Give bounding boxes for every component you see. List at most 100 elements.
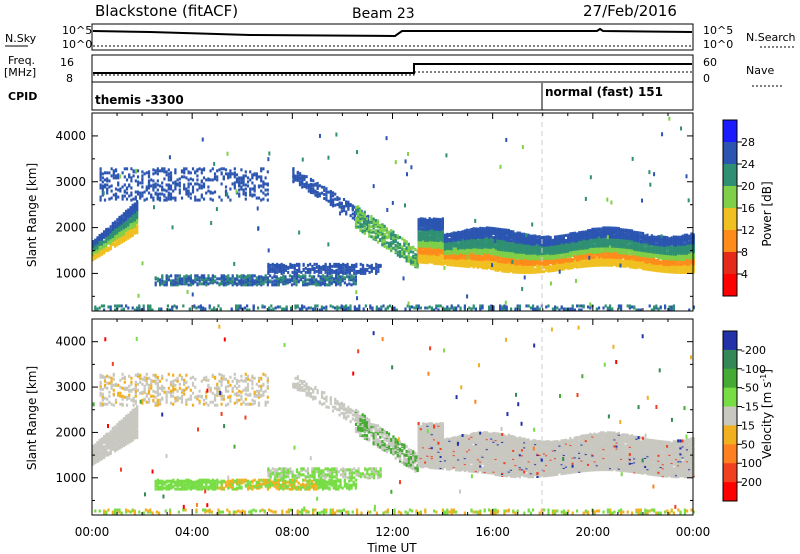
heatmap-cell [531, 236, 535, 240]
heatmap-cell [224, 185, 228, 189]
heatmap-cell [240, 274, 243, 278]
heatmap-cell [463, 233, 466, 237]
heatmap-cell [196, 174, 199, 178]
heatmap-cell [509, 263, 513, 267]
heatmap-cell [262, 280, 265, 284]
heatmap-cell [333, 262, 336, 266]
heatmap-cell [545, 254, 548, 258]
heatmap-cell [183, 171, 186, 175]
heatmap-cell [476, 263, 480, 267]
heatmap-cell [110, 167, 113, 171]
heatmap-cell [218, 277, 221, 281]
heatmap-cell [450, 261, 453, 265]
heatmap-cell [174, 168, 177, 172]
heatmap-cell [315, 269, 318, 273]
heatmap-cell [187, 170, 190, 174]
heatmap-cell [242, 176, 245, 180]
heatmap-cell [292, 173, 295, 177]
heatmap-cell [376, 240, 380, 244]
heatmap-cell [421, 251, 425, 255]
heatmap-cell [571, 231, 574, 235]
heatmap-cell [342, 205, 346, 209]
heatmap-cell [496, 233, 499, 237]
heatmap-cell [167, 193, 170, 197]
heatmap-cell [487, 226, 491, 230]
heatmap-cell [92, 240, 95, 244]
heatmap-cell [370, 263, 373, 267]
heatmap-cell [335, 276, 338, 280]
heatmap-cell [492, 232, 495, 236]
heatmap-cell [225, 277, 228, 281]
heatmap-cell [569, 258, 572, 262]
heatmap-cell [194, 280, 197, 284]
heatmap-cell [302, 262, 305, 266]
heatmap-cell [558, 234, 561, 238]
heatmap-cell [351, 212, 354, 216]
heatmap-cell [394, 234, 397, 238]
heatmap-cell [266, 198, 269, 202]
heatmap-cell [479, 251, 482, 255]
heatmap-cell [326, 268, 329, 272]
heatmap-cell [593, 243, 596, 247]
heatmap-cell [298, 172, 302, 176]
heatmap-cell [267, 264, 270, 268]
heatmap-cell [370, 225, 373, 229]
heatmap-cell [584, 259, 587, 263]
heatmap-cell [207, 276, 210, 280]
nsky-tick-hi: 10^5 [62, 24, 92, 37]
heatmap-cell [595, 238, 598, 242]
heatmap-cell [276, 270, 279, 274]
heatmap-cell [392, 233, 395, 237]
heatmap-cell [262, 278, 265, 282]
heatmap-cell [401, 237, 404, 241]
heatmap-cell [187, 185, 190, 189]
heatmap-cell [553, 241, 557, 245]
heatmap-cell [421, 258, 425, 262]
heatmap-cell [461, 238, 464, 242]
heatmap-cell [536, 238, 539, 242]
heatmap-cell [292, 179, 295, 183]
heatmap-cell [271, 276, 274, 280]
heatmap-cell [514, 232, 517, 236]
heatmap-cell [110, 196, 113, 200]
heatmap-cell [496, 254, 499, 258]
heatmap-cell [136, 190, 140, 194]
heatmap-cell [116, 224, 119, 228]
heatmap-cell [99, 172, 102, 176]
heatmap-cell [130, 186, 133, 190]
heatmap-cell [457, 239, 460, 243]
heatmap-cell [118, 230, 121, 234]
heatmap-cell [172, 282, 175, 286]
heatmap-cell [198, 282, 201, 286]
heatmap-cell [211, 191, 214, 195]
heatmap-cell [136, 183, 140, 187]
heatmap-cell [485, 243, 488, 247]
heatmap-cell [361, 225, 364, 229]
heatmap-cell [549, 238, 552, 242]
heatmap-cell [600, 260, 603, 264]
heatmap-cell [600, 227, 603, 231]
heatmap-cell [383, 244, 386, 248]
heatmap-cell [324, 282, 327, 286]
heatmap-cell [305, 175, 308, 179]
heatmap-cell [311, 264, 314, 268]
heatmap-cell [611, 226, 614, 230]
heatmap-cell [562, 234, 565, 238]
heatmap-cell [501, 228, 504, 232]
heatmap-cell [551, 244, 554, 248]
heatmap-cell [450, 232, 453, 236]
heatmap-cell [233, 171, 236, 175]
heatmap-cell [523, 248, 526, 252]
heatmap-cell [297, 279, 300, 283]
heatmap-cell [446, 232, 449, 236]
heatmap-cell [468, 258, 471, 262]
heatmap-cell [200, 168, 203, 172]
heatmap-cell [196, 178, 199, 182]
heatmap-cell [209, 197, 212, 201]
heatmap-cell [560, 234, 563, 238]
heatmap-cell [253, 184, 256, 188]
heatmap-cell [558, 238, 561, 242]
heatmap-cell [553, 235, 557, 239]
heatmap-cell [481, 245, 484, 249]
heatmap-cell [284, 268, 288, 272]
